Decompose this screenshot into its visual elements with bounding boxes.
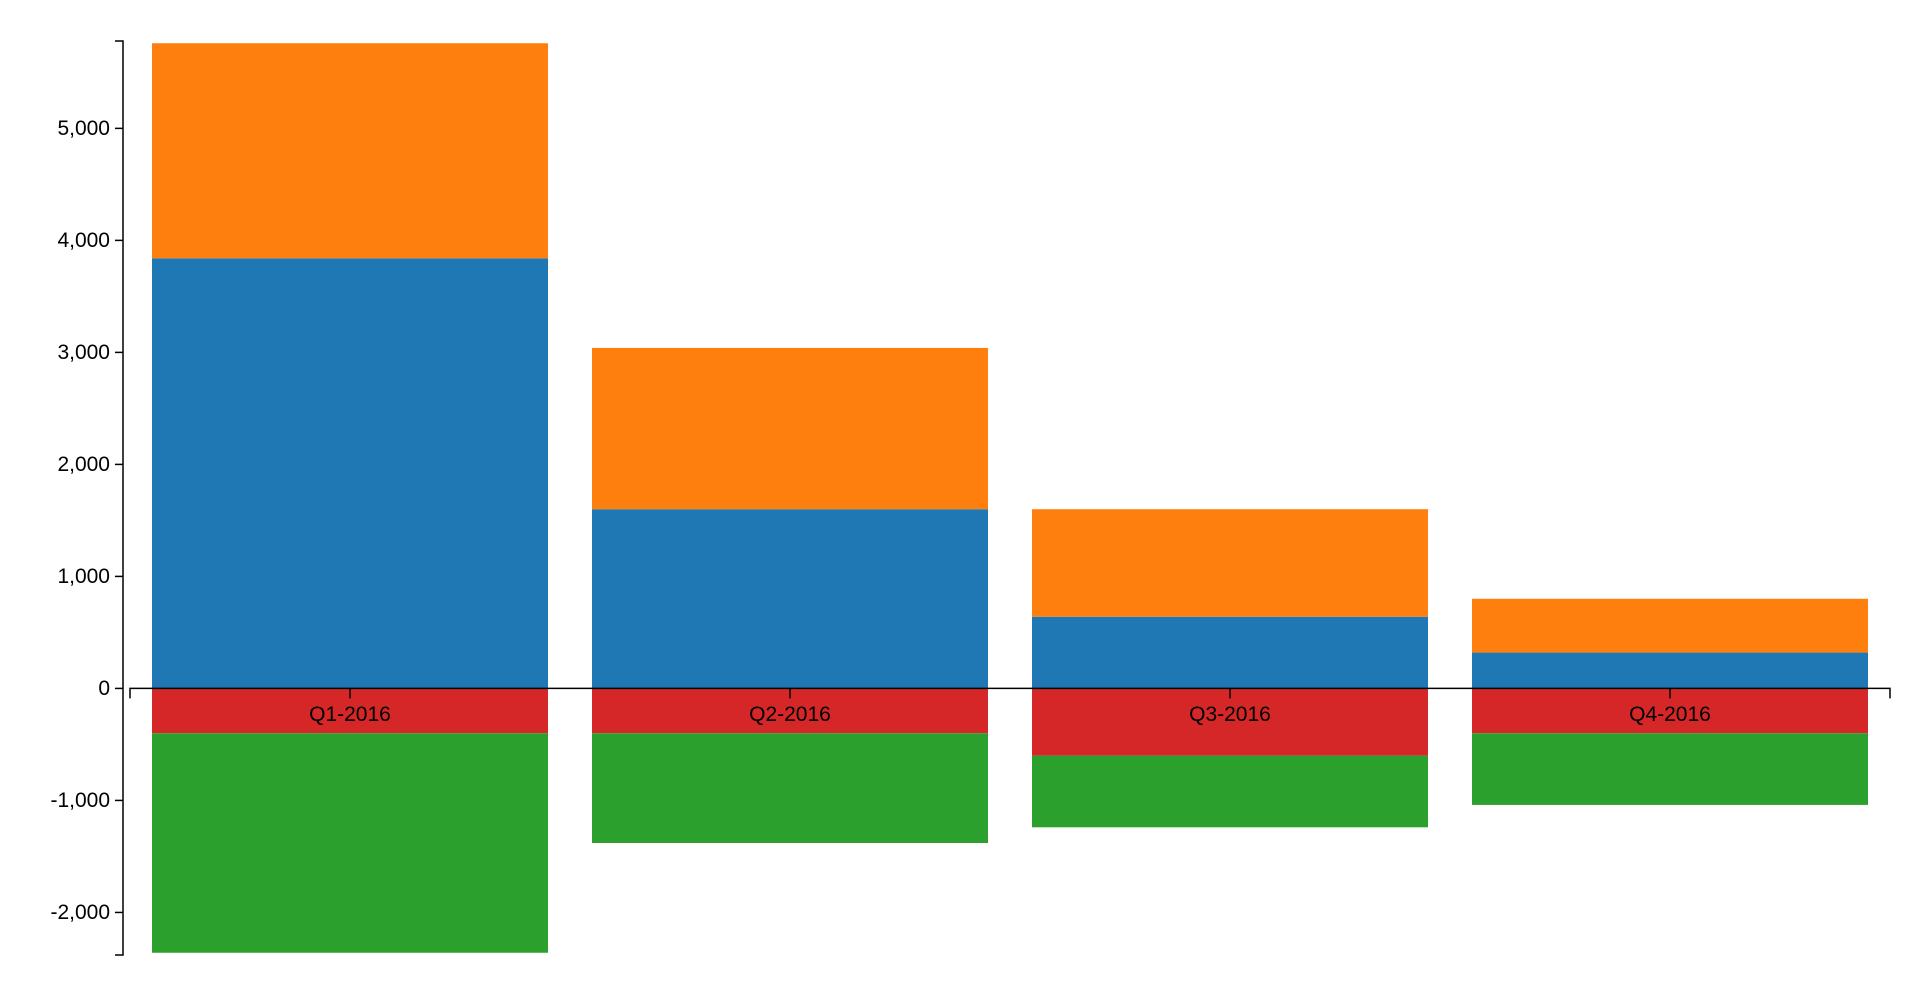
x-tick-label: Q4-2016: [1629, 703, 1711, 726]
x-axis: Q1-2016 Q2-2016 Q3-2016 Q4-2016: [129, 687, 1891, 726]
x-tick-label: Q1-2016: [309, 703, 391, 726]
y-tick-label: 1,000: [57, 565, 110, 588]
x-tick-label: Q2-2016: [749, 703, 831, 726]
x-tick-label: Q3-2016: [1189, 703, 1271, 726]
y-tick-label: -1,000: [50, 789, 110, 812]
y-tick-label: 3,000: [57, 341, 110, 364]
bar-segment-q4-2016-series-4: [1472, 733, 1868, 805]
bar-segment-q4-2016-series-2: [1472, 598, 1868, 653]
y-tick-label: 0: [98, 677, 110, 700]
bars-layer: [152, 43, 1868, 953]
bar-segment-q2-2016-series-2: [592, 347, 988, 510]
bar-segment-q1-2016-series-1: [152, 258, 548, 689]
bar-segment-q3-2016-series-1: [1032, 616, 1428, 689]
bar-segment-q3-2016-series-3: [1032, 688, 1428, 756]
y-tick-label: 5,000: [57, 117, 110, 140]
x-axis-line: [129, 687, 1891, 699]
y-axis-line: [115, 40, 124, 956]
y-axis: -2,000 -1,000 0 1,000 2,000 3,000 4,000 5,000: [50, 40, 124, 956]
y-tick-label: -2,000: [50, 901, 110, 924]
bar-segment-q2-2016-series-1: [592, 509, 988, 689]
bar-segment-q3-2016-series-4: [1032, 755, 1428, 828]
bar-segment-q1-2016-series-4: [152, 733, 548, 953]
bar-segment-q3-2016-series-2: [1032, 509, 1428, 617]
bar-segment-q1-2016-series-2: [152, 43, 548, 259]
bar-segment-q2-2016-series-4: [592, 733, 988, 843]
y-tick-label: 2,000: [57, 453, 110, 476]
y-tick-label: 4,000: [57, 229, 110, 252]
bar-segment-q4-2016-series-1: [1472, 652, 1868, 689]
